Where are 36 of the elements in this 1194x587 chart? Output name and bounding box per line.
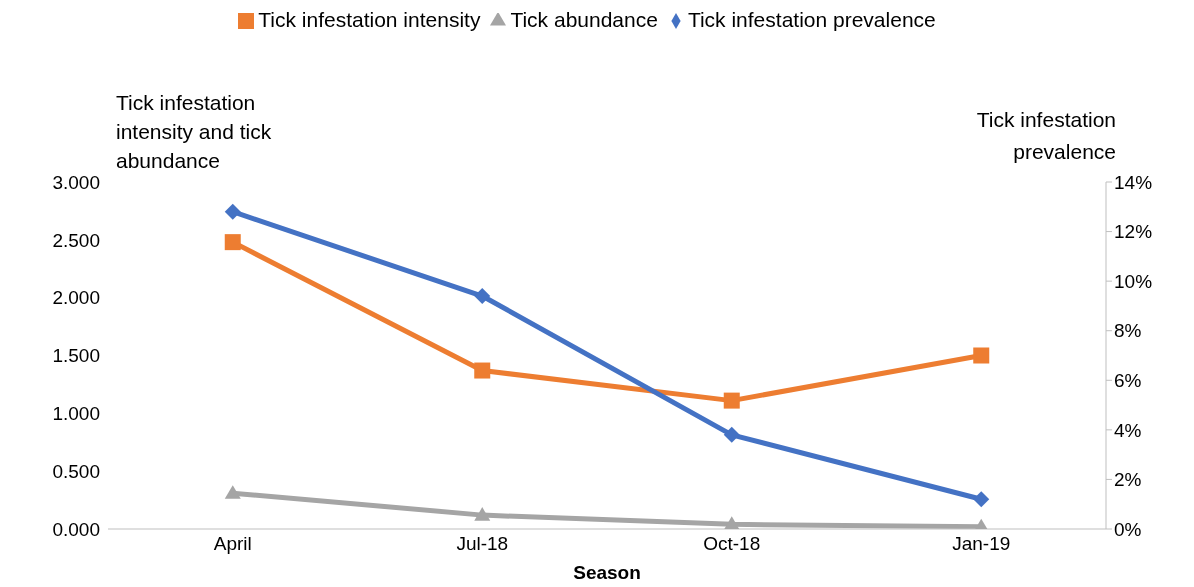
y-tick-label: 2.500 bbox=[52, 229, 100, 251]
point bbox=[973, 347, 990, 364]
y2-axis-title: Tick infestation prevalence bbox=[975, 107, 1116, 165]
y-tick-label: 0.500 bbox=[52, 460, 100, 482]
point bbox=[973, 491, 990, 508]
point bbox=[224, 203, 241, 220]
x-tick-label: Jul-18 bbox=[456, 533, 509, 555]
legend-label: Tick abundance bbox=[510, 8, 658, 31]
point bbox=[474, 362, 491, 379]
legend-label: Tick infestation intensity bbox=[258, 8, 481, 31]
y2-tick-label: 8% bbox=[1114, 320, 1142, 342]
point bbox=[474, 288, 491, 305]
y2-tick-label: 2% bbox=[1114, 469, 1142, 491]
y-axis-title: Tick infestation intensity and tick abundance bbox=[116, 90, 273, 174]
x-axis-title: Season bbox=[573, 562, 641, 583]
y-tick-label: 1.000 bbox=[52, 403, 100, 425]
point bbox=[723, 392, 740, 409]
y-tick-label: 2.000 bbox=[52, 287, 100, 309]
point bbox=[474, 507, 491, 521]
y2-tick-label: 4% bbox=[1114, 419, 1142, 441]
point bbox=[224, 234, 241, 251]
y2-tick-label: 12% bbox=[1114, 221, 1153, 243]
y2-tick-label: 6% bbox=[1114, 370, 1142, 392]
y2-tick-label: 0% bbox=[1114, 518, 1142, 540]
point bbox=[723, 516, 740, 529]
x-tick-label: April bbox=[213, 533, 252, 555]
y2-tick-label: 14% bbox=[1114, 171, 1153, 193]
point bbox=[723, 426, 740, 443]
y-tick-label: 1.500 bbox=[52, 345, 100, 367]
legend-label: Tick infestation prevalence bbox=[687, 8, 936, 31]
x-tick-label: Oct-18 bbox=[703, 533, 761, 555]
y-tick-label: 3.000 bbox=[52, 171, 100, 193]
x-tick-label: Jan-19 bbox=[952, 533, 1011, 555]
point bbox=[224, 485, 241, 499]
y2-tick-label: 10% bbox=[1114, 270, 1153, 292]
y-tick-label: 0.000 bbox=[52, 518, 100, 540]
